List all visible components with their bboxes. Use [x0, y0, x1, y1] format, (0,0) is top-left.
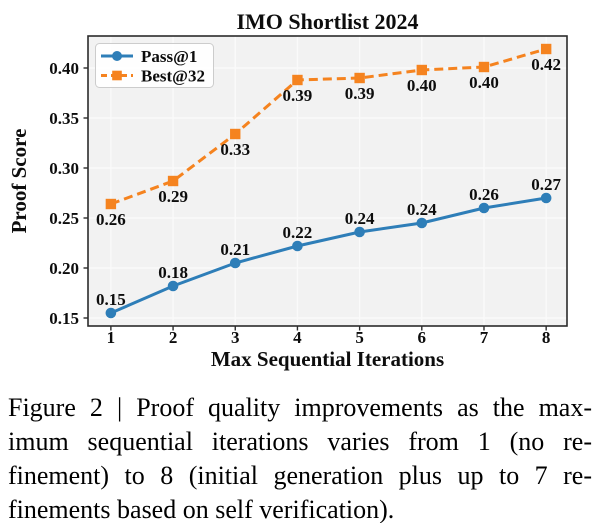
legend-marker-best32: [112, 70, 122, 81]
data-point-marker-best32: [478, 61, 490, 73]
data-point-marker-best32: [292, 74, 303, 86]
data-point-marker-best32: [167, 175, 179, 187]
data-point-label-pass1: 0.24: [345, 209, 375, 228]
legend-label-pass1: Pass@1: [141, 47, 197, 66]
x-tick-label: 6: [418, 328, 427, 347]
legend-label-best32: Best@32: [141, 67, 205, 86]
data-point-marker-pass1: [416, 217, 428, 229]
y-tick-label: 0.40: [49, 59, 79, 78]
x-axis-label: Max Sequential Iterations: [211, 347, 444, 371]
series-line-pass1: [110, 196, 547, 315]
data-point-label-best32: 0.40: [407, 76, 437, 95]
data-point-label-best32: 0.39: [345, 84, 375, 103]
data-point-marker-best32: [105, 198, 117, 210]
chart-title: IMO Shortlist 2024: [236, 9, 418, 34]
y-tick-label: 0.35: [49, 109, 79, 128]
data-point-label-pass1: 0.26: [469, 185, 499, 204]
chart-imo-shortlist-2024: 0.15 0.18 0.21 0.22 0.24 0.24 0.26 0.27 0.26 0.29…: [7, 9, 568, 371]
data-point-marker-pass1: [105, 307, 117, 319]
figure-caption: Figure 2 | Proof quality improvements as…: [0, 391, 600, 523]
data-point-marker-pass1: [478, 202, 490, 214]
data-point-marker-best32: [354, 72, 365, 84]
data-point-label-best32: 0.33: [220, 140, 250, 159]
data-point-marker-pass1: [354, 226, 365, 238]
caption-line-2: imum sequential iterations varies from 1…: [8, 427, 592, 456]
data-point-marker-pass1: [540, 192, 552, 204]
x-tick-label: 7: [480, 328, 489, 347]
x-tick-label: 5: [355, 328, 364, 347]
x-tick-label: 8: [542, 328, 551, 347]
x-tick-label: 2: [169, 328, 178, 347]
data-point-label-pass1: 0.15: [96, 290, 126, 309]
data-point-marker-best32: [416, 64, 428, 76]
data-point-marker-pass1: [292, 240, 303, 252]
y-axis-label: Proof Score: [7, 129, 31, 234]
data-point-label-best32: 0.26: [96, 210, 126, 229]
data-point-marker-pass1: [229, 257, 241, 269]
data-point-label-best32: 0.29: [158, 187, 188, 206]
x-tick-label: 4: [293, 328, 302, 347]
caption-line-1: Figure 2 | Proof quality improvements as…: [8, 393, 592, 422]
y-tick-label: 0.30: [49, 159, 79, 178]
data-point-marker-pass1: [167, 280, 179, 292]
data-point-label-pass1: 0.21: [220, 240, 250, 259]
legend-marker-pass1: [112, 51, 122, 61]
data-point-marker-best32: [540, 43, 552, 55]
series-line-best32: [110, 47, 547, 206]
data-point-label-best32: 0.39: [283, 86, 313, 105]
y-tick-label: 0.25: [49, 209, 79, 228]
axes-spines: [87, 35, 568, 327]
data-point-label-pass1: 0.22: [283, 223, 313, 242]
caption-line-3: finement) to 8 (initial generation plus …: [8, 461, 592, 490]
data-point-label-pass1: 0.18: [158, 263, 188, 282]
y-tick-label: 0.15: [49, 309, 79, 328]
data-point-label-best32: 0.42: [531, 55, 561, 74]
data-point-marker-best32: [230, 128, 241, 140]
data-point-label-pass1: 0.27: [531, 175, 561, 194]
caption-line-4: finements based on self verification).: [8, 495, 395, 523]
data-point-label-pass1: 0.24: [407, 200, 437, 219]
data-point-label-best32: 0.40: [469, 73, 499, 92]
y-tick-label: 0.20: [49, 259, 79, 278]
line-chart: 0.15 0.18 0.21 0.22 0.24 0.24 0.26 0.27 0.26 0.29…: [7, 9, 568, 371]
x-tick-label: 1: [107, 328, 116, 347]
x-tick-label: 3: [231, 328, 240, 347]
